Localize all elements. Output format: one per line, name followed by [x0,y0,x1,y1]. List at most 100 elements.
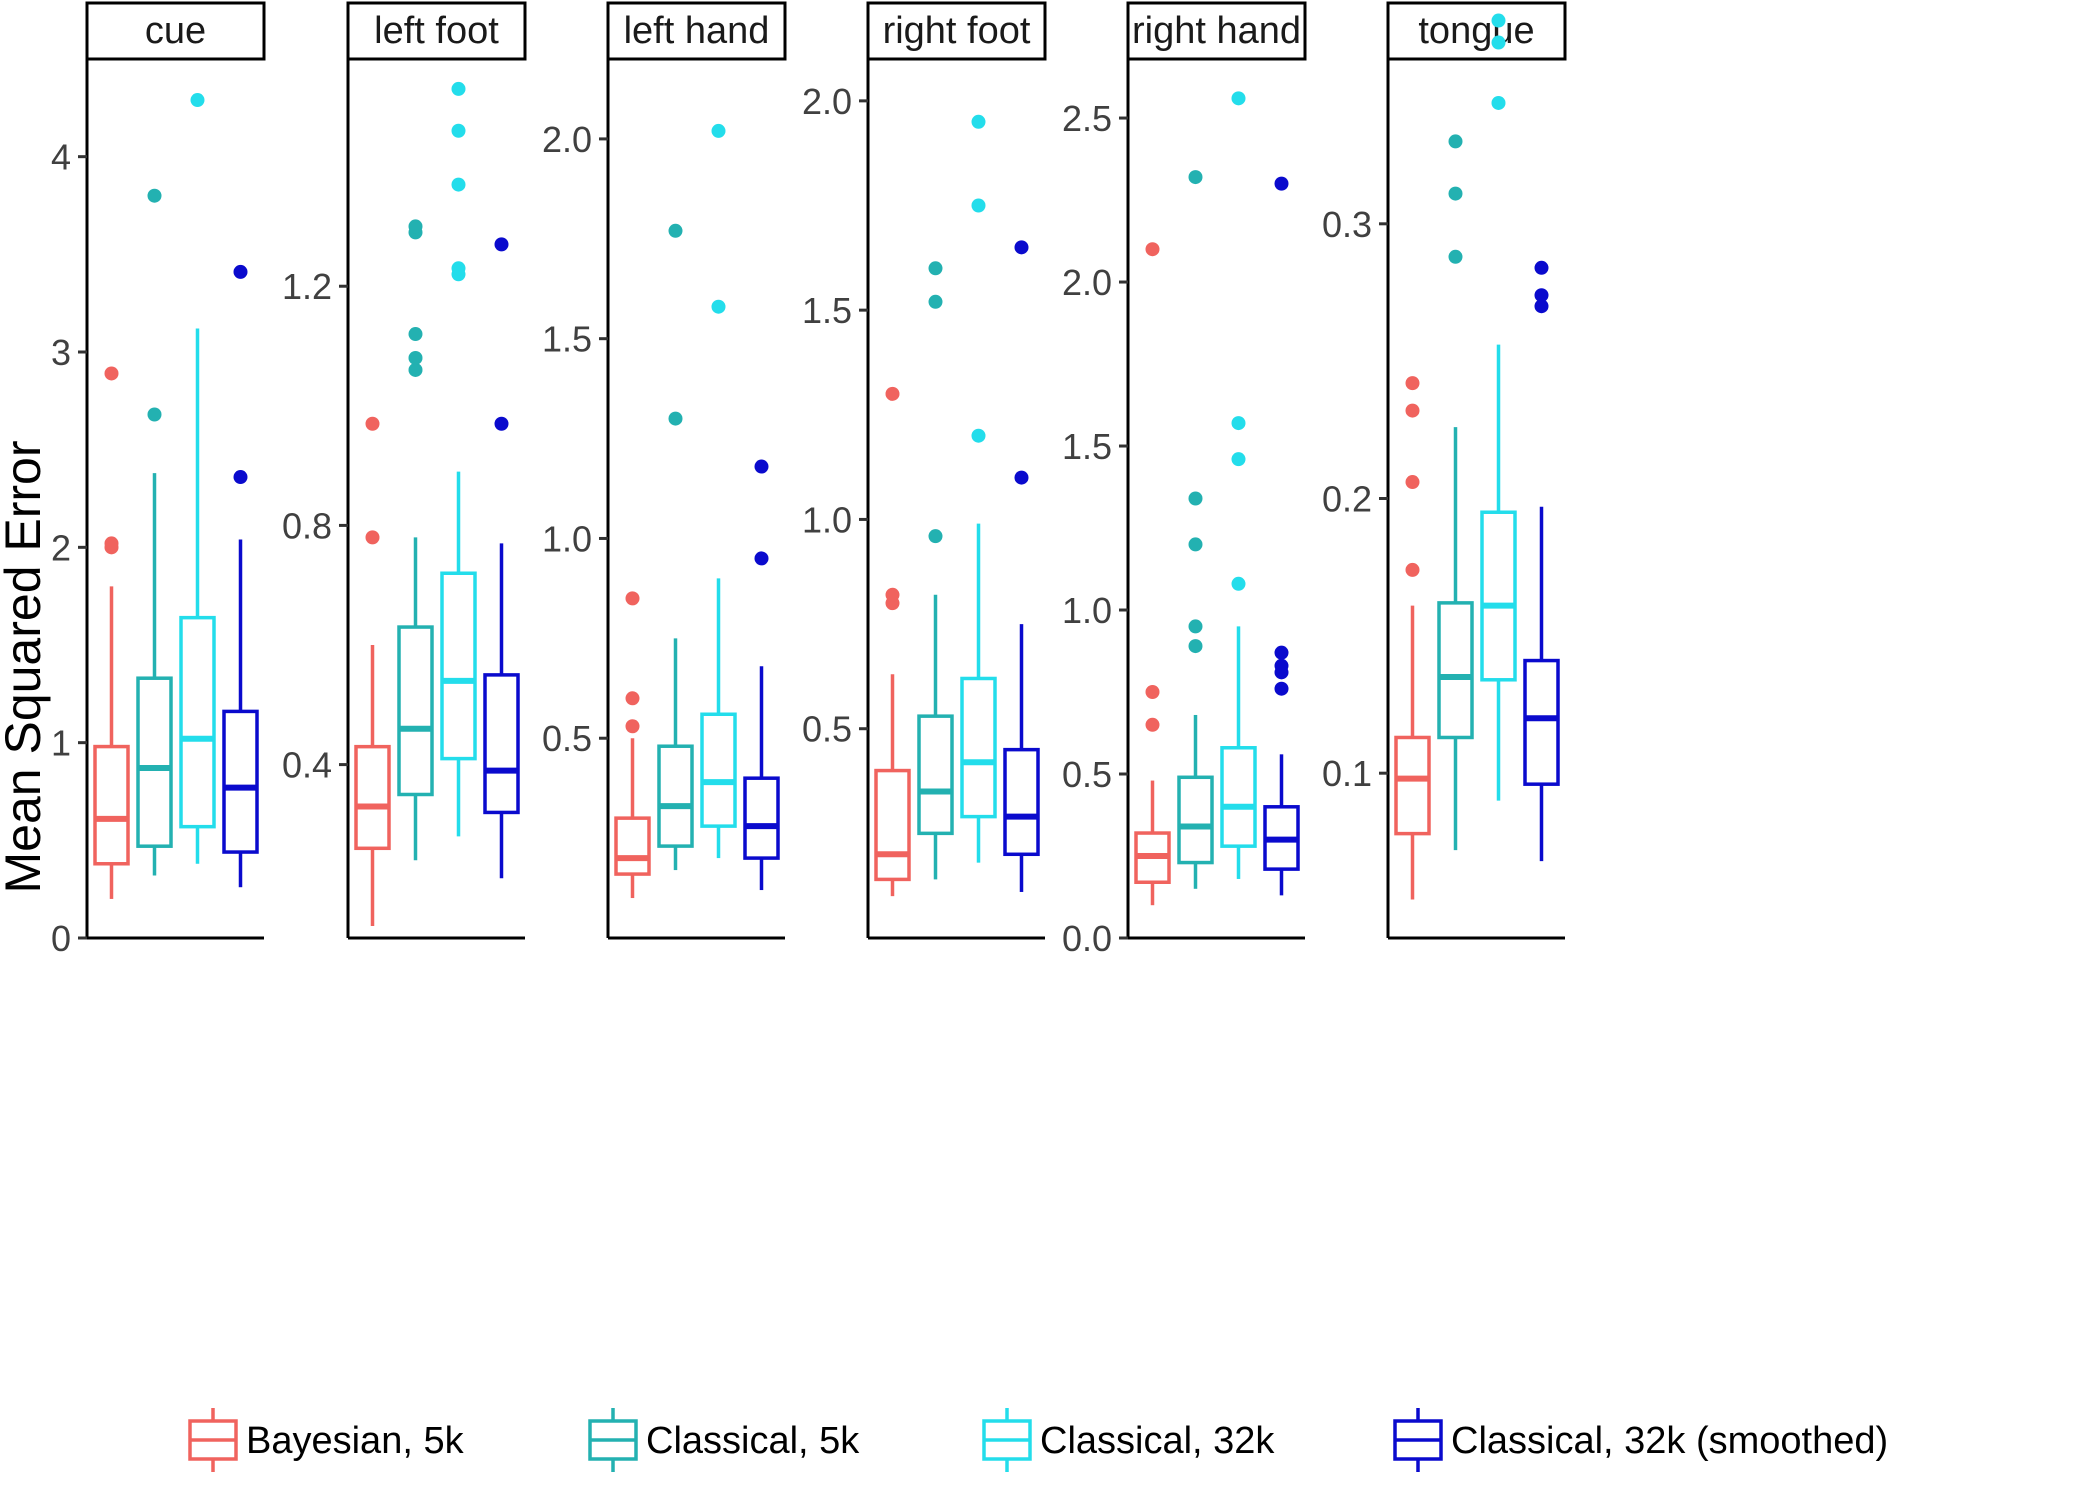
box-outlier-point [885,386,900,401]
box-outlier-point [1014,470,1029,485]
box-outlier-point [1231,452,1246,467]
box-0 [354,416,391,927]
y-tick-label: 2.0 [1062,262,1112,303]
box-3 [1523,260,1560,862]
y-tick-label: 0.5 [542,718,592,759]
box-iqr [700,712,737,828]
facet-strip [346,1,527,61]
box-outlier-point [1448,134,1463,149]
box-outlier-point [1405,475,1420,490]
facet-panel-2: left hand 0.5 1.0 1.5 2.0 [542,1,787,940]
facet-strip [866,1,1047,61]
box-outlier-point [1188,619,1203,634]
y-tick-label: 1.0 [802,499,852,540]
box-1 [1437,134,1474,851]
box-0 [1134,242,1171,906]
box-2 [700,123,737,859]
box-outlier-point [233,470,248,485]
facet-strip [85,1,266,61]
box-outlier-point [408,362,423,377]
legend-label: Bayesian, 5k [246,1420,465,1462]
y-tick-label: 1.0 [1062,590,1112,631]
box-outlier-point [711,299,726,314]
box-iqr [440,571,477,761]
box-iqr [136,676,173,848]
box-iqr [179,615,216,829]
box-outlier-point [1448,186,1463,201]
box-outlier-point [928,294,943,309]
box-0 [93,366,130,899]
facet-panels: cue 0 1 2 3 4 left foot 0.4 0.8 1.2 left hand 0.5 1.… [51,1,1567,959]
box-outlier-point [104,366,119,381]
box-outlier-point [971,114,986,129]
box-iqr [93,744,130,866]
box-outlier-point [1188,170,1203,185]
box-0 [614,591,651,899]
box-outlier-point [451,81,466,96]
box-iqr [354,744,391,851]
box-outlier-point [104,536,119,551]
legend-item-0: Bayesian, 5k [188,1408,465,1472]
facet-panel-1: left foot 0.4 0.8 1.2 [282,1,527,940]
y-tick-label: 0.2 [1322,479,1372,520]
facet-panel-0: cue 0 1 2 3 4 [51,1,266,959]
box-outlier-point [625,591,640,606]
box-outlier-point [494,237,509,252]
y-tick-label: 0.5 [1062,754,1112,795]
y-tick-label: 0.8 [282,505,332,546]
box-2 [179,93,216,864]
box-outlier-point [1405,403,1420,418]
box-1 [917,261,954,880]
box-iqr [222,709,259,854]
box-1 [1177,170,1214,889]
legend-item-1: Classical, 5k [588,1408,860,1472]
box-2 [1220,91,1257,879]
box-outlier-point [1405,376,1420,391]
box-outlier-point [1491,95,1506,110]
box-outlier-point [1014,240,1029,255]
legend-item-3: Classical, 32k (smoothed) [1393,1408,1888,1472]
facet-strip-label: left hand [624,10,770,52]
box-outlier-point [1491,35,1506,50]
box-outlier-point [668,223,683,238]
box-outlier-point [365,416,380,431]
box-outlier-point [1274,645,1289,660]
box-iqr [1480,510,1517,682]
box-0 [1394,376,1431,900]
box-outlier-point [1188,491,1203,506]
box-outlier-point [625,691,640,706]
box-outlier-point [1534,260,1549,275]
y-tick-label: 1 [51,723,71,764]
facet-strip [1386,1,1567,61]
box-outlier-point [1274,658,1289,673]
facet-panel-3: right foot 0.5 1.0 1.5 2.0 [802,1,1047,940]
box-outlier-point [408,350,423,365]
box-outlier-point [1145,242,1160,257]
facet-strip-label: left foot [374,10,499,52]
box-iqr [874,768,911,882]
box-outlier-point [1491,13,1506,28]
box-3 [222,264,259,888]
box-outlier-point [408,219,423,234]
box-outlier-point [754,459,769,474]
y-tick-label: 0.1 [1322,753,1372,794]
y-tick-label: 0.0 [1062,918,1112,959]
box-outlier-point [1145,685,1160,700]
y-tick-label: 2.5 [1062,98,1112,139]
facet-strip-label: tongue [1418,10,1534,52]
box-outlier-point [190,93,205,108]
y-tick-label: 0.5 [802,709,852,750]
box-iqr [614,816,651,876]
box-outlier-point [365,530,380,545]
legend-label: Classical, 5k [646,1420,860,1462]
y-tick-label: 2 [51,527,71,568]
box-outlier-point [451,177,466,192]
box-outlier-point [1274,176,1289,191]
legend-label: Classical, 32k [1040,1420,1275,1462]
y-tick-label: 1.5 [542,319,592,360]
box-outlier-point [147,407,162,422]
box-2 [440,81,477,837]
box-iqr [1523,658,1560,786]
box-2 [1480,13,1517,801]
box-outlier-point [1274,681,1289,696]
